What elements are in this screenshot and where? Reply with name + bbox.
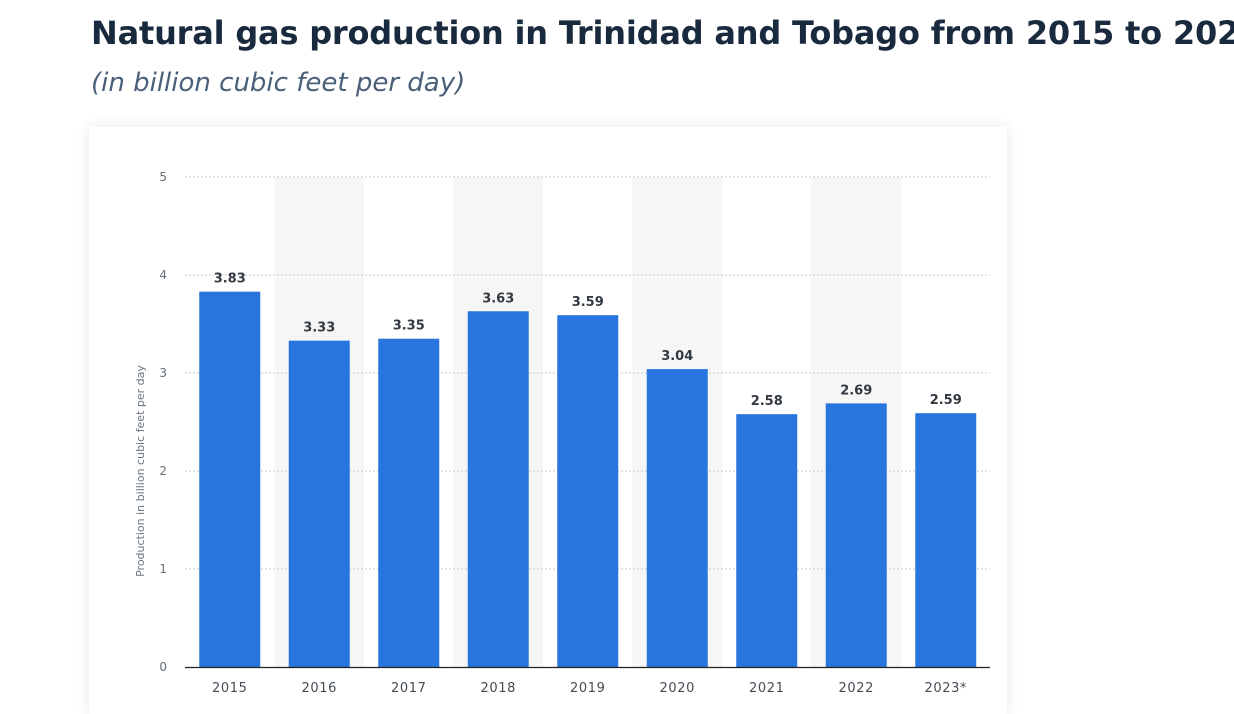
bar-chart: 0 1 2 3 4 5 3.83 3.33 3.35 3.63 3.59 3.04 2.58 2.69 2… [134, 170, 990, 696]
y-tick-label: 5 [159, 170, 167, 184]
data-labels: 3.83 3.33 3.35 3.63 3.59 3.04 2.58 2.69 2.59 [214, 272, 962, 410]
bar [557, 315, 619, 667]
chart-card: 0 1 2 3 4 5 3.83 3.33 3.35 3.63 3.59 3.04 2.58 2.69 2… [89, 127, 1007, 714]
data-label: 3.33 [303, 321, 335, 336]
bar [736, 414, 798, 667]
y-axis-ticks: 0 1 2 3 4 5 [159, 170, 167, 674]
data-label: 3.04 [661, 349, 693, 364]
y-tick-label: 1 [159, 562, 167, 576]
data-label: 2.59 [930, 393, 962, 408]
x-tick-label: 2023* [924, 681, 967, 696]
data-label: 3.63 [482, 291, 514, 306]
x-tick-label: 2017 [391, 681, 426, 696]
y-axis-label: Production in billion cubic feet per day [134, 365, 147, 577]
data-label: 3.59 [572, 295, 604, 310]
x-tick-label: 2015 [212, 681, 247, 696]
x-tick-label: 2018 [481, 681, 516, 696]
data-label: 2.58 [751, 394, 783, 409]
y-tick-label: 0 [159, 660, 167, 674]
y-tick-label: 2 [159, 464, 167, 478]
x-tick-label: 2019 [570, 681, 605, 696]
x-tick-label: 2021 [749, 681, 784, 696]
bar [825, 403, 887, 667]
bar [199, 291, 261, 667]
bar [467, 311, 529, 667]
bar [378, 338, 440, 667]
x-tick-label: 2022 [839, 681, 874, 696]
bar [646, 369, 708, 667]
y-tick-label: 4 [159, 268, 167, 282]
x-tick-label: 2016 [302, 681, 337, 696]
bar [288, 340, 350, 667]
bars [199, 291, 977, 667]
page-title: Natural gas production in Trinidad and T… [91, 14, 1234, 52]
bar [915, 413, 977, 667]
y-tick-label: 3 [159, 366, 167, 380]
x-tick-label: 2020 [660, 681, 695, 696]
data-label: 3.83 [214, 272, 246, 287]
data-label: 2.69 [840, 383, 872, 398]
page-subtitle: (in billion cubic feet per day) [91, 68, 466, 98]
data-label: 3.35 [393, 319, 425, 334]
x-axis-ticks: 2015 2016 2017 2018 2019 2020 2021 2022 2023* [212, 681, 967, 696]
